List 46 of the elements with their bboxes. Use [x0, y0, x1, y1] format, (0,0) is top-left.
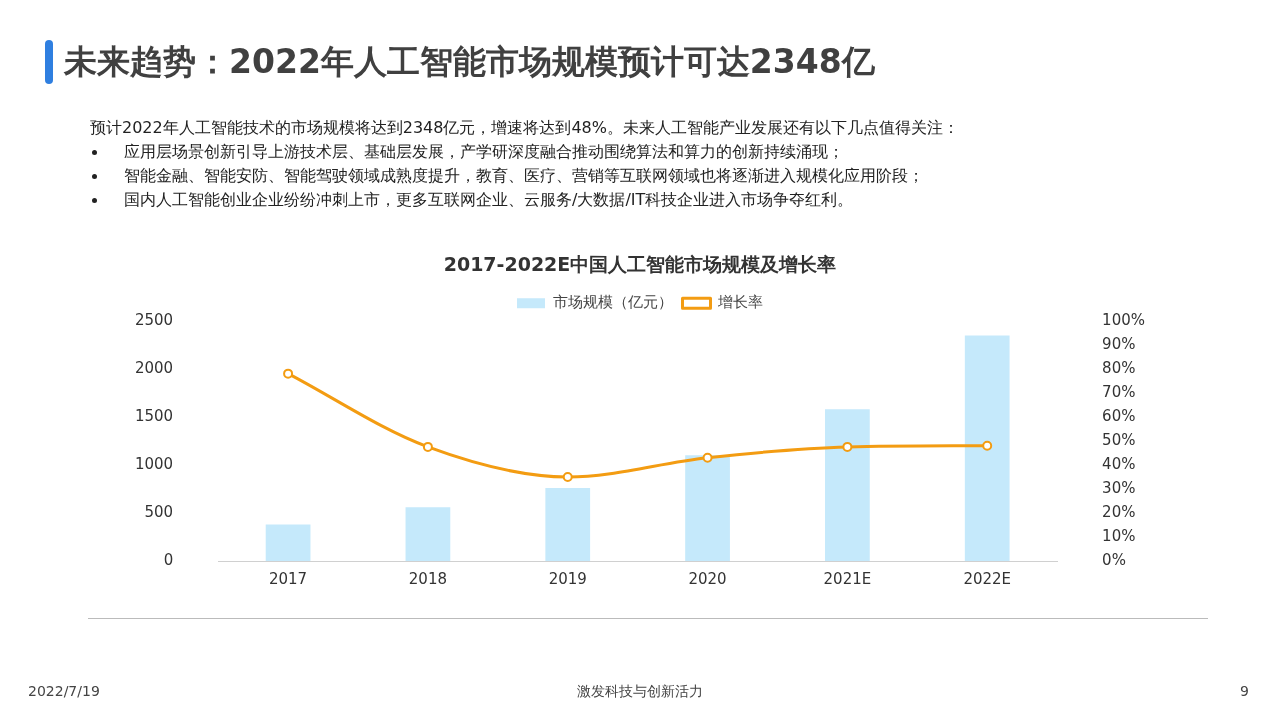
y-tick-label: 0 — [163, 550, 174, 569]
text: 2022/7/19 — [28, 683, 100, 699]
x-tick-label: 2017 — [268, 569, 308, 588]
y-tick-label: 500 — [144, 502, 174, 521]
point — [283, 368, 294, 379]
legend-label: 增长率 — [717, 293, 763, 312]
y-tick-label: 2500 — [134, 310, 174, 329]
x-tick-label: 2018 — [408, 569, 447, 588]
point — [982, 440, 993, 451]
bar — [545, 487, 591, 561]
y2-tick-label: 70% — [1102, 382, 1136, 401]
y2-tick-label: 10% — [1102, 526, 1136, 545]
point — [842, 441, 853, 452]
point — [562, 471, 573, 482]
text: 智能金融、智能安防、智能驾驶领域成熟度提升，教育、医疗、营销等互联网领域也将逐渐进入规模化应用阶段； — [123, 165, 925, 187]
y2-tick-label: 20% — [1102, 502, 1136, 521]
x-tick-label: 2021E — [823, 569, 872, 588]
text: 9 — [1240, 683, 1249, 699]
x-tick-label: 2020 — [688, 569, 727, 588]
y-tick-label: 1000 — [134, 454, 174, 473]
y2-tick-label: 90% — [1102, 334, 1136, 353]
point — [702, 452, 713, 463]
bar — [405, 507, 451, 561]
bar — [685, 455, 730, 561]
point — [422, 441, 433, 452]
y2-tick-label: 30% — [1102, 478, 1136, 497]
y-tick-label: 2000 — [134, 358, 174, 377]
y2-tick-label: 50% — [1102, 430, 1136, 449]
y-tick-label: 1500 — [134, 406, 174, 425]
chart-title: 未来趋势：2022年人工智能市场规模预计可达2348亿 — [64, 41, 875, 83]
y2-tick-label: 60% — [1102, 406, 1136, 425]
text: 国内人工智能创业企业纷纷冲刺上市，更多互联网企业、云服务/大数据/IT科技企业进入市场争夺红利。 — [123, 189, 855, 211]
text: 预计2022年人工智能技术的市场规模将达到2348亿元，增速将达到48%。未来人工智能产业发展还有以下几点值得关注： — [90, 117, 959, 139]
text: 激发科技与创新活力 — [577, 683, 703, 699]
bar — [825, 409, 870, 561]
bar — [964, 335, 1010, 561]
chart-subtitle: 2017-2022E中国人工智能市场规模及增长率 — [443, 253, 837, 276]
x-tick-label: 2019 — [548, 569, 587, 588]
y2-tick-label: 100% — [1102, 310, 1146, 329]
x-tick-label: 2022E — [963, 569, 1012, 588]
y2-tick-label: 40% — [1102, 454, 1136, 473]
legend-label: 市场规模（亿元） — [552, 293, 673, 312]
y2-tick-label: 80% — [1102, 358, 1136, 377]
y2-tick-label: 0% — [1102, 550, 1126, 569]
text: 应用层场景创新引导上游技术层、基础层发展，产学研深度融合推动围绕算法和算力的创新持续涌现； — [123, 141, 845, 163]
bar — [265, 524, 311, 561]
